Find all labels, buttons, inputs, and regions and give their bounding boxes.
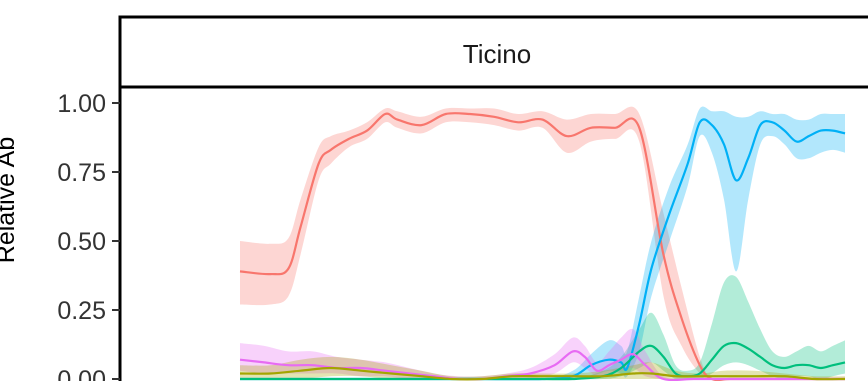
y-tick-label: 1.00 bbox=[57, 90, 106, 118]
y-axis-ticks: 0.00 0.25 0.50 0.75 1.00 bbox=[57, 90, 120, 381]
facet-strip: Ticino bbox=[118, 15, 868, 89]
y-tick-label: 0.75 bbox=[57, 159, 106, 187]
y-tick-label: 0.50 bbox=[57, 228, 106, 256]
y-tick-label: 0.00 bbox=[57, 366, 106, 381]
y-axis-title: Relative Ab bbox=[0, 137, 20, 263]
y-tick-label: 0.25 bbox=[57, 297, 106, 325]
series-3-band bbox=[240, 328, 845, 380]
facet-strip-box bbox=[118, 15, 868, 89]
series-2-band bbox=[240, 275, 845, 380]
facet-strip-label: Ticino bbox=[463, 39, 531, 69]
series-4-line bbox=[239, 366, 846, 381]
series-1-band bbox=[240, 106, 845, 380]
series-3-line bbox=[239, 350, 845, 381]
series-lines bbox=[239, 112, 846, 381]
confidence-bands bbox=[240, 106, 845, 381]
